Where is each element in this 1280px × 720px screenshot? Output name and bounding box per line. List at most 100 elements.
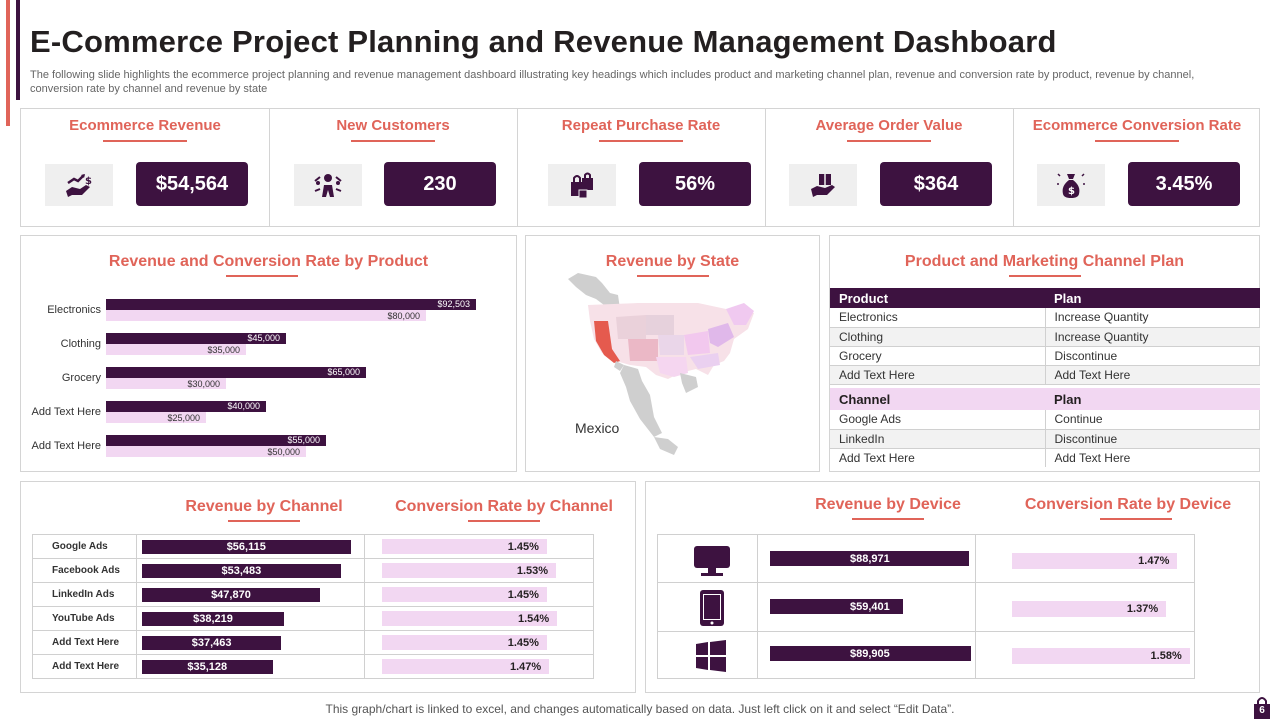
windows-icon — [696, 640, 726, 672]
product-chart-panel: Revenue and Conversion Rate by Product E… — [20, 235, 517, 472]
kpi-underline — [351, 140, 435, 142]
us-map — [568, 273, 754, 455]
bar-series-1 — [106, 299, 476, 310]
plan-title: Product and Marketing Channel Plan — [904, 253, 1185, 270]
plan-table: Product Plan Electronics Increase Quanti… — [830, 288, 1260, 467]
product-chart-title: Revenue and Conversion Rate by Product — [108, 253, 429, 270]
cell: Add Text Here — [839, 450, 915, 465]
header-product: Product — [830, 288, 1045, 308]
conversion-device-title: Conversion Rate by Device — [1024, 496, 1232, 513]
conversion-bar: 1.47% — [382, 659, 550, 674]
cell: Discontinue — [1044, 429, 1260, 449]
device-revenue-bar: $59,401 — [770, 599, 903, 614]
conversion-bar: 1.45% — [382, 587, 547, 602]
kpi-title: Ecommerce Revenue — [69, 117, 221, 134]
title-underline — [852, 518, 924, 520]
desktop-icon — [694, 546, 730, 576]
header-plan: Plan — [1045, 288, 1260, 308]
table-row: Google Ads Continue — [830, 410, 1260, 430]
lock-badge-icon — [1254, 697, 1270, 719]
footer-note: This graph/chart is linked to excel, and… — [325, 702, 955, 716]
title-underline — [468, 520, 540, 522]
state-map-panel: Revenue by State Mexico — [525, 235, 820, 472]
title-underline — [226, 275, 298, 277]
channel-header-row: Channel Plan — [830, 388, 1260, 410]
bar-series-2 — [106, 446, 306, 457]
bar-series-1 — [106, 367, 366, 378]
channel-panel: Revenue by Channel Conversion Rate by Ch… — [20, 481, 636, 693]
bar-series-1 — [106, 435, 326, 446]
cell: Increase Quantity — [1044, 308, 1260, 328]
conversion-bar: 1.45% — [382, 539, 547, 554]
page-number: 6 — [1259, 705, 1265, 716]
map-label-mexico: Mexico — [575, 420, 620, 436]
bar-label-series-2: $35,000 — [207, 345, 240, 355]
device-revenue-bar: $88,971 — [770, 551, 969, 566]
bar-label-series-1: $45,000 — [247, 333, 280, 343]
state-map-title: Revenue by State — [605, 253, 740, 270]
kpi-ecommerce-revenue: Ecommerce Revenue $ $54,564 — [21, 109, 269, 227]
people-icon — [294, 164, 362, 206]
category-label: Add Text Here — [31, 406, 101, 418]
channel-label: YouTube Ads — [52, 613, 115, 624]
kpi-title: Repeat Purchase Rate — [561, 117, 721, 134]
revenue-device-title: Revenue by Device — [815, 496, 961, 513]
kpi-value: 56% — [639, 162, 751, 206]
tablet-icon — [700, 590, 724, 626]
title-underline — [637, 275, 709, 277]
channel-label: Add Text Here — [52, 661, 120, 672]
revenue-bar: $47,870 — [142, 588, 320, 602]
kpi-divider — [269, 109, 270, 227]
kpi-underline — [599, 140, 683, 142]
channel-label: Facebook Ads — [52, 565, 120, 576]
accent-bar-dark — [16, 0, 20, 100]
bar-label-series-2: $50,000 — [267, 447, 300, 457]
kpi-average-order-value: Average Order Value $364 — [765, 109, 1013, 227]
cell: Add Text Here — [1044, 448, 1260, 467]
channel-label: Add Text Here — [52, 637, 120, 648]
cell: Add Text Here — [830, 365, 1045, 385]
revenue-bar: $53,483 — [142, 564, 341, 578]
bar-label-series-1: $65,000 — [327, 367, 360, 377]
cell: Google Ads — [830, 410, 1045, 430]
conversion-bar: 1.54% — [382, 611, 558, 626]
spacer-row — [830, 384, 1260, 388]
channel-label: LinkedIn Ads — [52, 589, 115, 600]
kpi-value: $364 — [880, 162, 992, 206]
kpi-new-customers: New Customers 230 — [269, 109, 517, 227]
page-title: E-Commerce Project Planning and Revenue … — [30, 24, 1057, 59]
row-divider — [32, 630, 594, 631]
cell: Clothing — [830, 327, 1045, 347]
row-divider — [32, 558, 594, 559]
table-row: LinkedIn Discontinue — [830, 429, 1260, 449]
cell: Electronics — [830, 308, 1045, 328]
cell: Grocery — [830, 346, 1045, 366]
category-label: Add Text Here — [31, 440, 101, 452]
col-divider — [975, 534, 976, 679]
bar-label-series-1: $92,503 — [437, 299, 470, 309]
bar-label-series-1: $55,000 — [287, 435, 320, 445]
bar-series-2 — [106, 310, 426, 321]
kpi-divider — [1013, 109, 1014, 227]
accent-bar — [6, 0, 10, 126]
table-row: Add Text Here Add Text Here — [830, 448, 1260, 467]
kpi-divider — [517, 109, 518, 227]
title-underline — [228, 520, 300, 522]
device-conversion-bar: 1.58% — [1012, 648, 1190, 664]
bar-label-series-2: $80,000 — [387, 311, 420, 321]
device-revenue-bar: $89,905 — [770, 646, 971, 661]
channel-label: Google Ads — [52, 541, 108, 552]
table-row: Add Text Here Add Text Here — [830, 365, 1260, 385]
category-label: Grocery — [61, 372, 101, 384]
conversion-channel-title: Conversion Rate by Channel — [395, 498, 613, 515]
kpi-title: New Customers — [336, 117, 450, 134]
category-label: Clothing — [60, 338, 101, 350]
device-conversion-bar: 1.37% — [1012, 601, 1167, 617]
table-row: Grocery Discontinue — [830, 346, 1260, 366]
bar-series-2 — [106, 412, 206, 423]
bar-label-series-2: $30,000 — [187, 379, 220, 389]
device-table-frame — [657, 534, 1195, 679]
row-divider — [657, 631, 1195, 632]
revenue-bar: $35,128 — [142, 660, 273, 674]
page-subtitle: The following slide highlights the ecomm… — [30, 69, 1195, 95]
